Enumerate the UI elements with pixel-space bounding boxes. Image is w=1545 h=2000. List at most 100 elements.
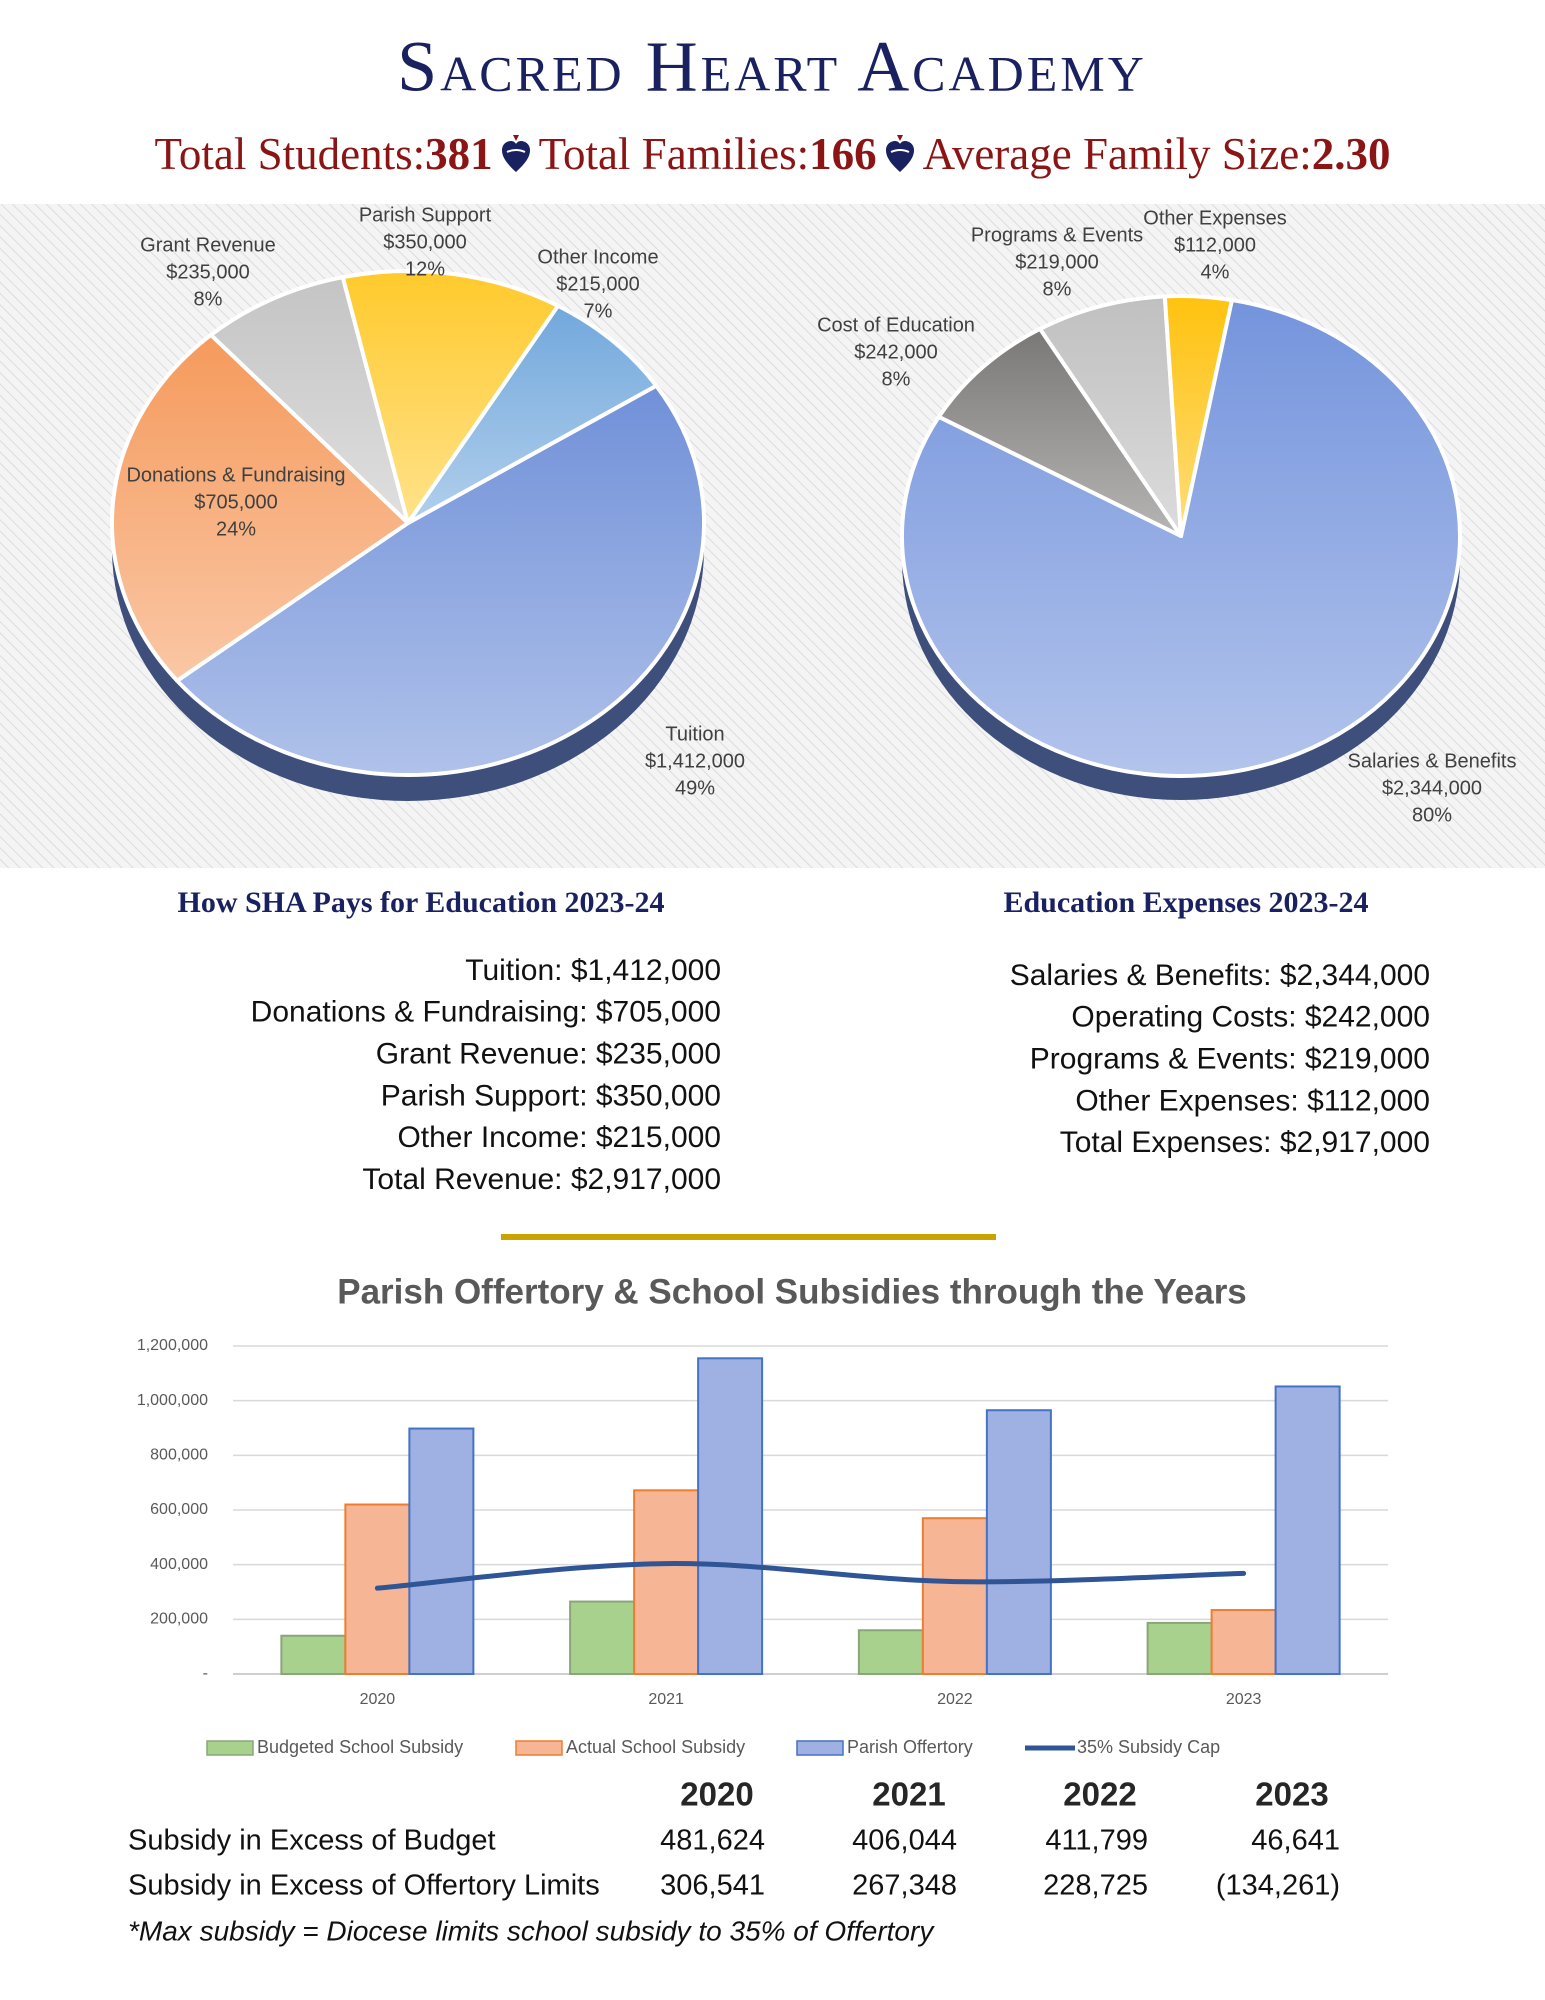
pie-label: $219,000: [1015, 251, 1098, 273]
pie-label: $350,000: [383, 231, 466, 253]
bar: [569, 1600, 636, 1675]
pie-label: 12%: [405, 258, 445, 280]
bar: [408, 1427, 475, 1675]
y-tick-label: 600,000: [150, 1501, 208, 1518]
legend-swatch: [796, 1740, 844, 1756]
table-cell: 306,541: [660, 1870, 765, 1902]
bar: [633, 1489, 700, 1675]
stat-value: 166: [809, 129, 877, 179]
y-tick-label: 200,000: [150, 1611, 208, 1628]
list-item: Grant Revenue: $235,000: [376, 1038, 721, 1071]
y-tick-label: 400,000: [150, 1556, 208, 1573]
pie-label: Programs & Events: [971, 224, 1143, 246]
pie-slice: [936, 326, 1183, 538]
footnote: *Max subsidy = Diocese limits school sub…: [128, 1915, 935, 1946]
y-tick-label: -: [203, 1665, 208, 1682]
pie-slice: [406, 303, 659, 525]
pie-slice: [1162, 294, 1234, 538]
legend-label: Parish Offertory: [847, 1737, 973, 1757]
pie-label: $705,000: [194, 491, 277, 513]
table-cell: (134,261): [1216, 1870, 1340, 1902]
stat-label: Average Family Size:: [922, 129, 1312, 179]
pie-label: $112,000: [1174, 234, 1256, 256]
pie-label: Cost of Education: [817, 314, 975, 336]
stat-label: Total Students:: [154, 129, 426, 179]
chart-title: Parish Offertory & School Subsidies thro…: [337, 1272, 1247, 1311]
pie-label: 8%: [194, 288, 223, 310]
row-label: Subsidy in Excess of Offertory Limits: [128, 1870, 600, 1902]
table-header: 2023: [1255, 1776, 1328, 1813]
pie-label: Salaries & Benefits: [1348, 750, 1517, 772]
list-item: Donations & Fundraising: $705,000: [251, 996, 721, 1029]
pie-label: 7%: [584, 300, 613, 322]
table-cell: 406,044: [852, 1825, 957, 1857]
x-tick-label: 2022: [937, 1691, 973, 1708]
y-tick-label: 1,200,000: [137, 1337, 208, 1354]
pie-label: Other Expenses: [1143, 207, 1286, 229]
x-tick-label: 2021: [648, 1691, 684, 1708]
list-item: Other Expenses: $112,000: [1075, 1084, 1430, 1117]
expense-heading: Education Expenses 2023-24: [1003, 886, 1368, 919]
table-cell: 46,641: [1251, 1825, 1340, 1857]
pie-label: 49%: [675, 777, 715, 799]
list-item: Parish Support: $350,000: [381, 1079, 721, 1112]
stats-line: Total Students: 381 Total Families: 166 Aver…: [0, 128, 1545, 180]
stat-value: 2.30: [1311, 129, 1391, 179]
heart-icon: [501, 135, 530, 172]
stat-value: 381: [425, 129, 493, 179]
table-header: 2022: [1063, 1776, 1136, 1813]
list-item: Programs & Events: $219,000: [1030, 1043, 1430, 1076]
table-header: 2020: [680, 1776, 753, 1813]
table-header: 2021: [872, 1776, 945, 1813]
legend-label: Budgeted School Subsidy: [257, 1737, 463, 1757]
list-item: Total Revenue: $2,917,000: [362, 1163, 721, 1196]
bar: [1274, 1385, 1341, 1676]
pie-label: 24%: [216, 518, 256, 540]
legend-swatch: [206, 1740, 254, 1756]
pie-slice: [1038, 294, 1183, 538]
pie-label: Parish Support: [359, 204, 492, 226]
table-cell: 267,348: [852, 1870, 957, 1902]
pie-label: Tuition: [665, 723, 724, 745]
stat-label: Total Families:: [538, 129, 810, 179]
table-cell: 481,624: [660, 1825, 765, 1857]
bar: [1146, 1621, 1213, 1676]
bar: [697, 1357, 764, 1676]
table-cell: 228,725: [1043, 1870, 1148, 1902]
legend-label: 35% Subsidy Cap: [1077, 1737, 1220, 1757]
pie-label: Grant Revenue: [140, 234, 276, 256]
pie-label: 80%: [1412, 804, 1452, 826]
row-label: Subsidy in Excess of Budget: [128, 1825, 496, 1857]
legend-swatch: [515, 1740, 563, 1756]
y-tick-label: 1,000,000: [137, 1392, 208, 1409]
bar: [1210, 1609, 1277, 1676]
pie-label: $1,412,000: [645, 750, 745, 772]
list-item: Total Expenses: $2,917,000: [1060, 1126, 1430, 1159]
x-tick-label: 2023: [1226, 1691, 1262, 1708]
table-cell: 411,799: [1045, 1825, 1148, 1857]
y-tick-label: 800,000: [150, 1447, 208, 1464]
pie-label: 8%: [1043, 278, 1072, 300]
list-item: Other Income: $215,000: [397, 1121, 721, 1154]
heart-icon: [885, 135, 914, 172]
pie-slice: [175, 383, 706, 777]
list-item: Salaries & Benefits: $2,344,000: [1010, 959, 1430, 992]
pie-label: $215,000: [556, 273, 639, 295]
bar: [921, 1517, 988, 1675]
cap-line: [374, 1561, 1247, 1591]
list-item: Operating Costs: $242,000: [1071, 1001, 1430, 1034]
list-item: Tuition: $1,412,000: [465, 954, 721, 987]
pie-label: Other Income: [537, 246, 658, 268]
bar: [280, 1634, 347, 1675]
legend-label: Actual School Subsidy: [566, 1737, 745, 1757]
x-tick-label: 2020: [360, 1691, 396, 1708]
pie-label: Donations & Fundraising: [126, 464, 345, 486]
pie-label: $235,000: [166, 261, 249, 283]
pie-label: $242,000: [854, 341, 937, 363]
pie-label: $2,344,000: [1382, 777, 1482, 799]
pie-slice: [110, 332, 410, 683]
pie-slice: [900, 298, 1462, 778]
title: Sacred Heart Academy: [397, 27, 1147, 107]
